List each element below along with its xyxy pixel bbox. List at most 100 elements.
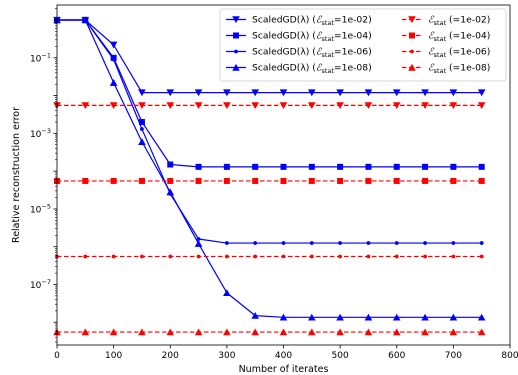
x-axis-label: Number of iterates <box>239 364 329 375</box>
series-8-point <box>109 328 118 336</box>
legend-label: ScaledGD(λ) (ℰstat=1e-06) <box>252 47 372 60</box>
series-8-point <box>166 328 175 336</box>
legend-marker <box>408 63 416 71</box>
series-6-point <box>365 177 372 184</box>
series-3-point <box>281 241 286 245</box>
series-8-point <box>477 328 486 336</box>
series-4-point <box>449 313 458 321</box>
series-5-point <box>449 102 458 109</box>
series-3-point <box>111 57 116 62</box>
series-7-point <box>479 254 484 259</box>
series-4-point <box>279 313 288 321</box>
series-1-point <box>308 89 316 97</box>
series-5-point <box>336 102 344 109</box>
series-1-point <box>138 89 146 97</box>
series-6-point <box>167 177 174 184</box>
legend-marker <box>233 32 239 39</box>
series-1-point <box>477 89 486 97</box>
series-7-point <box>451 254 456 259</box>
legend-label: ℰstat (=1e-04) <box>428 31 490 44</box>
series-8-point <box>421 328 429 336</box>
legend-item: ℰstat (=1e-04) <box>402 31 490 44</box>
series-4 <box>53 16 486 321</box>
series-5-point <box>109 102 118 109</box>
series-4-point <box>81 16 90 24</box>
series-6-point <box>223 177 230 184</box>
series-3-point <box>309 241 314 245</box>
series-7-point <box>140 254 144 259</box>
series-4-point <box>477 313 486 321</box>
series-1-point <box>421 89 429 97</box>
series-5-point <box>194 102 203 109</box>
legend-label: ScaledGD(λ) (ℰstat=1e-02) <box>252 15 372 28</box>
series-3-line <box>57 19 482 244</box>
legend-label: ℰstat (=1e-06) <box>428 47 490 60</box>
x-tick-label: 700 <box>445 351 462 361</box>
legend-marker <box>410 49 414 54</box>
series-6-point <box>337 177 344 184</box>
legend-label: ScaledGD(λ) (ℰstat=1e-04) <box>252 31 372 44</box>
series-1-point <box>392 89 401 97</box>
series-3-point <box>394 241 399 245</box>
series-2-line <box>57 19 482 168</box>
series-6-point <box>478 177 485 184</box>
series-2-point <box>167 161 174 168</box>
series-5-point <box>138 102 146 109</box>
series-4-point <box>223 289 231 297</box>
y-axis-label: Relative reconstruction error <box>11 107 22 243</box>
legend-label: ℰstat (=1e-08) <box>428 63 490 76</box>
legend-item: ScaledGD(λ) (ℰstat=1e-02) <box>226 15 372 28</box>
series-6-point <box>280 177 287 184</box>
legend-item: ScaledGD(λ) (ℰstat=1e-06) <box>226 47 372 60</box>
series-4-point <box>364 313 373 321</box>
series-5-point <box>364 102 373 109</box>
series-2-point <box>422 163 429 170</box>
series-3-point <box>451 241 456 245</box>
legend-marker <box>409 32 415 39</box>
legend-marker <box>234 49 238 54</box>
series-7-point <box>111 254 116 259</box>
series-2-point <box>252 163 259 170</box>
y-tick-label: 10−7 <box>30 278 51 291</box>
series-7-point <box>366 254 371 259</box>
y-tick-label: 10−5 <box>30 202 51 215</box>
series-7 <box>55 254 484 259</box>
series-7-point <box>309 254 314 259</box>
series-5-point <box>81 102 90 109</box>
series-7-point <box>168 254 173 259</box>
legend-item: ℰstat (=1e-02) <box>402 15 490 27</box>
series-7-point <box>281 254 286 259</box>
series-4-point <box>138 138 146 145</box>
series-6-point <box>110 177 117 184</box>
series-3-point <box>338 241 343 245</box>
series-7-point <box>196 254 201 259</box>
series-2-point <box>195 163 202 170</box>
series-5-point <box>392 102 401 109</box>
series-2-point <box>393 163 400 170</box>
legend-marker <box>232 63 240 71</box>
y-tick-label: 10−1 <box>30 51 51 64</box>
series-2-point <box>365 163 372 170</box>
series-1-point <box>109 41 118 49</box>
legend-label: ScaledGD(λ) (ℰstat=1e-08) <box>252 63 372 76</box>
legend-item: ℰstat (=1e-06) <box>402 47 490 60</box>
series-4-point <box>166 188 175 196</box>
series-7-point <box>224 254 229 259</box>
series-1-point <box>251 89 259 97</box>
legend-item: ScaledGD(λ) (ℰstat=1e-08) <box>226 63 372 76</box>
series-6-point <box>82 177 89 184</box>
series-1-line <box>57 19 482 94</box>
series-1-point <box>194 89 203 97</box>
series-4-point <box>336 313 344 321</box>
series-5-point <box>421 102 429 109</box>
series-8-point <box>392 328 401 336</box>
series-2-point <box>223 163 230 170</box>
series-8-point <box>223 328 231 336</box>
series-1-point <box>364 89 373 97</box>
series-4-point <box>251 312 259 319</box>
series-7-point <box>423 254 427 259</box>
series-6 <box>54 177 485 184</box>
series-6-point <box>308 177 315 184</box>
series-5-point <box>223 102 231 109</box>
